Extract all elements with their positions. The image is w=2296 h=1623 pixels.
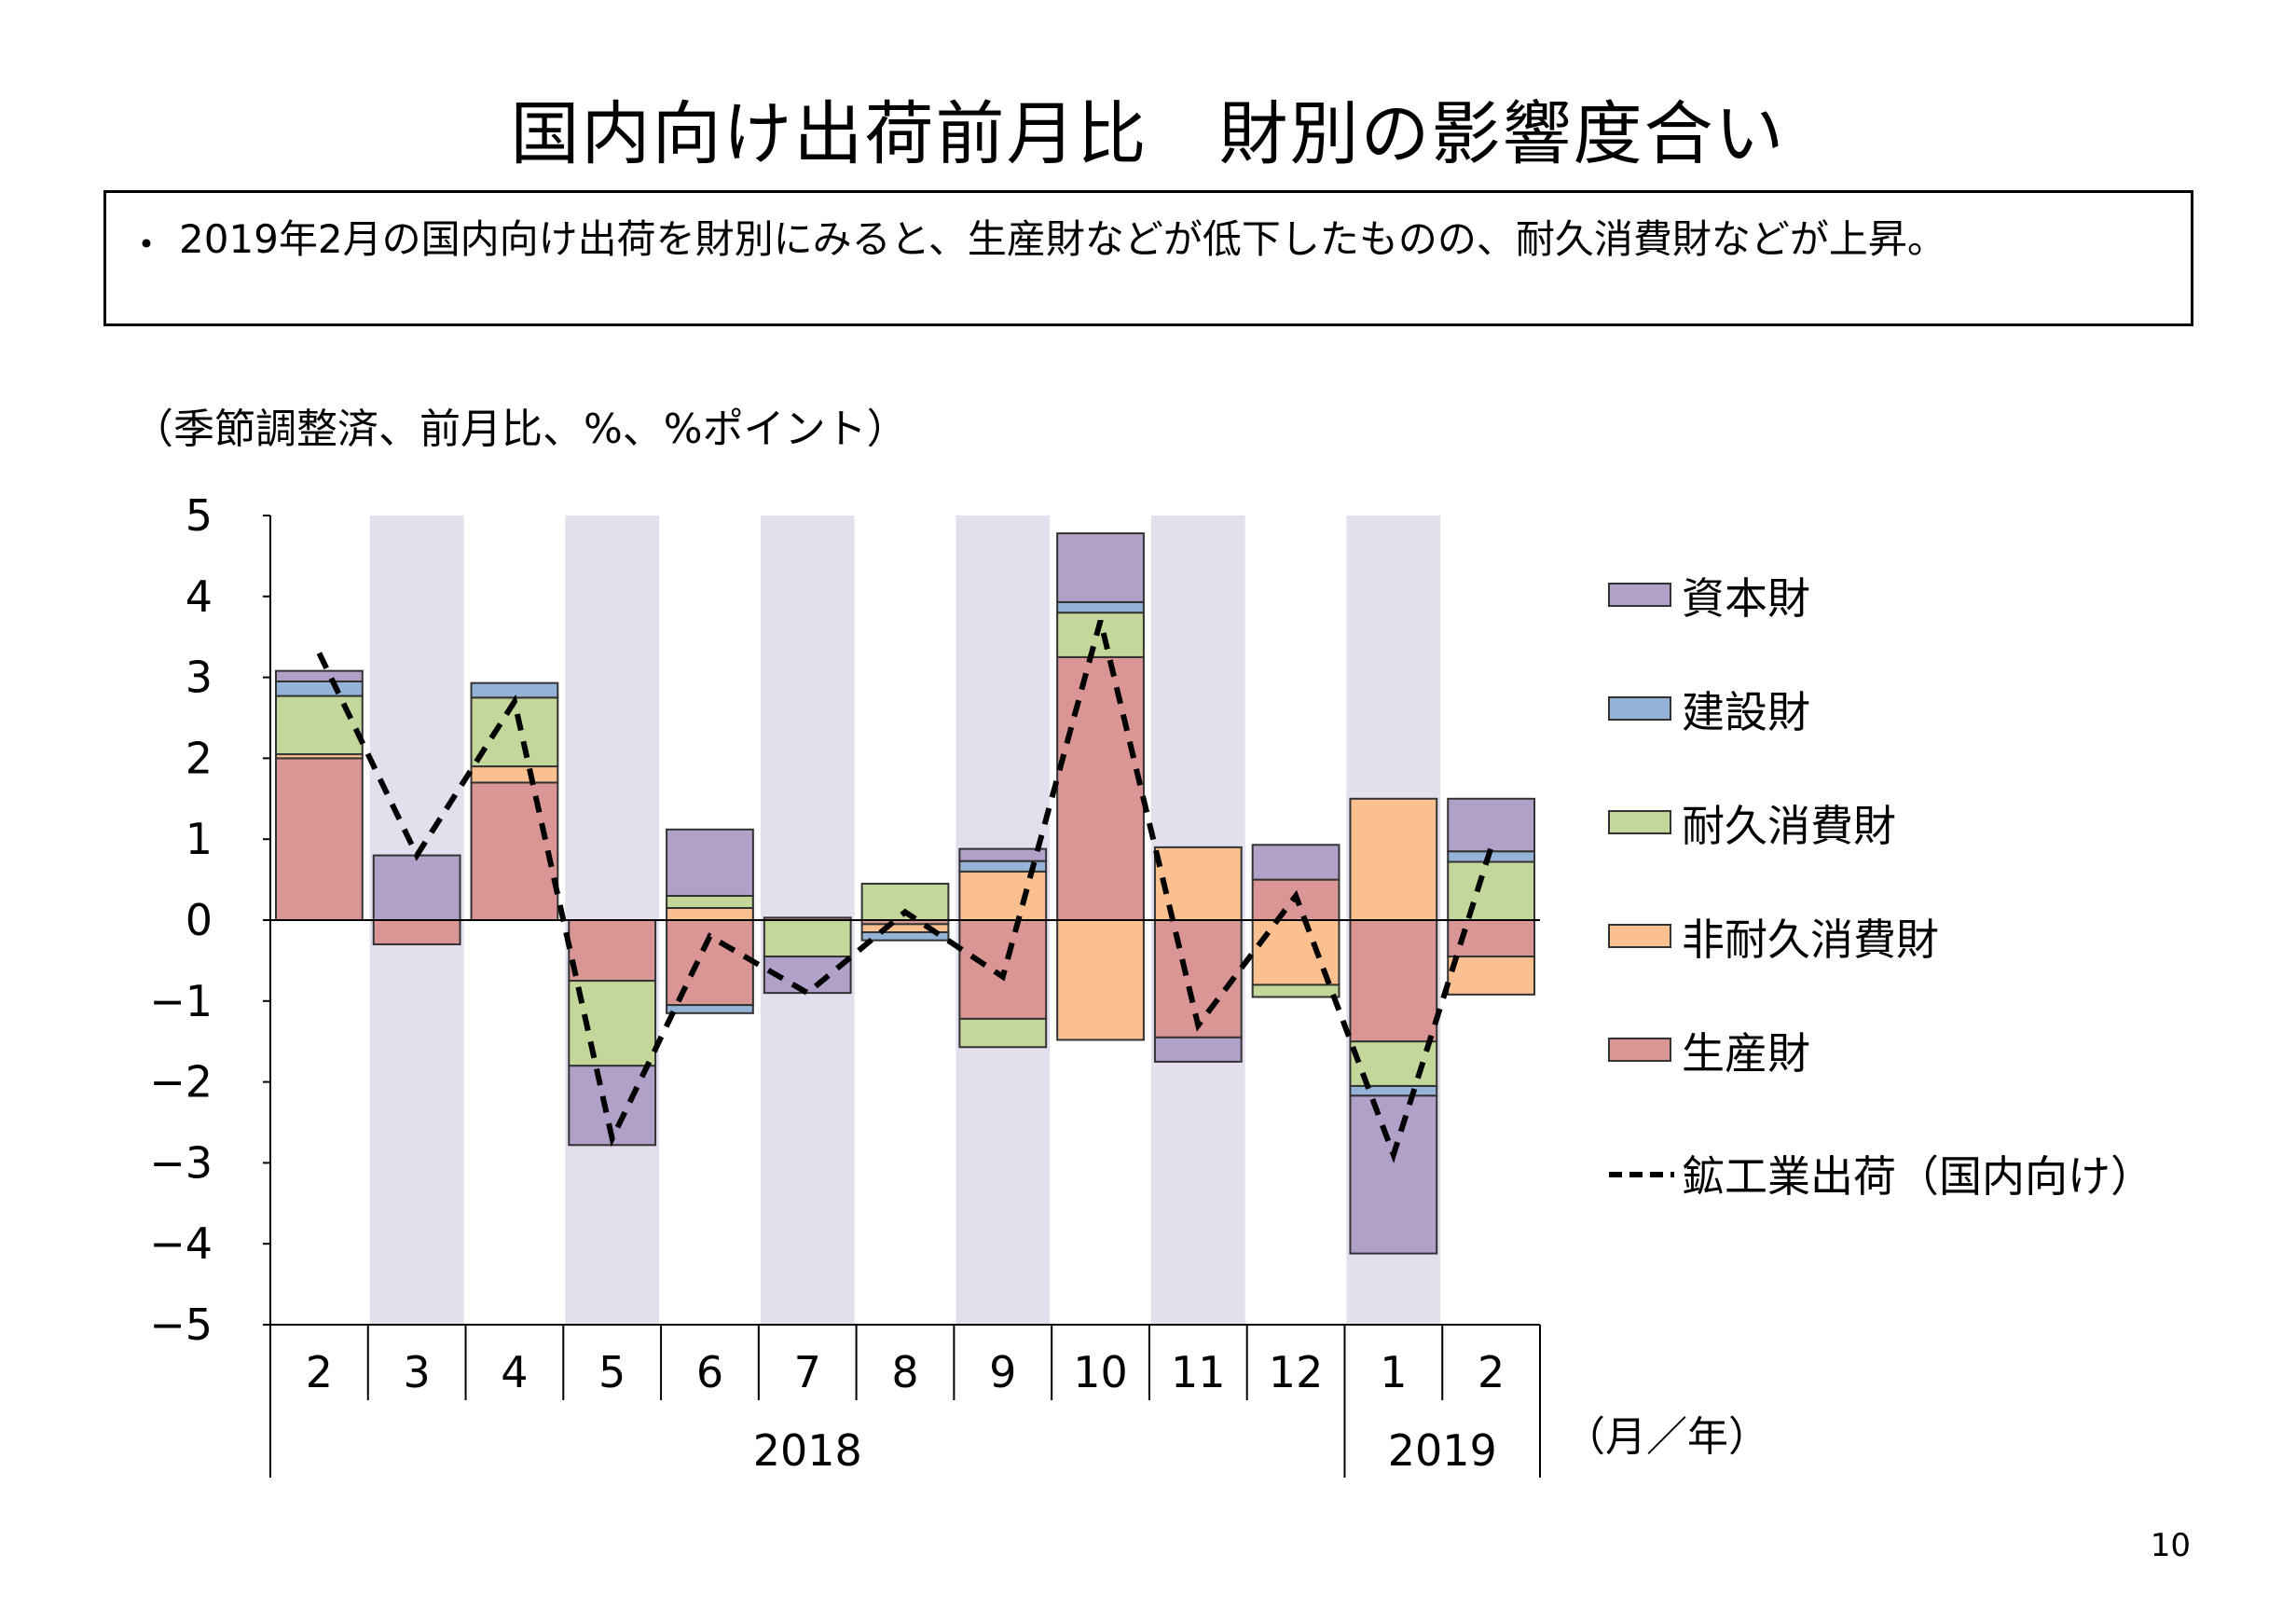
bar-segment xyxy=(275,680,364,697)
y-tick-label: 4 xyxy=(186,571,213,622)
x-tick-label: 6 xyxy=(696,1347,723,1397)
bar-segment xyxy=(958,847,1048,862)
page-title: 国内向け出荷前月比 財別の影響度合い xyxy=(510,94,1786,174)
bar-segment xyxy=(666,1004,754,1014)
y-tick-label: −1 xyxy=(149,976,213,1026)
x-tick-label: 8 xyxy=(891,1347,918,1397)
line-series-domestic-shipments xyxy=(316,620,1494,1163)
bar-segment xyxy=(1447,956,1535,996)
bar-segment xyxy=(275,669,364,682)
bar-segment xyxy=(1251,983,1340,998)
bar-segment xyxy=(1349,919,1438,1043)
page-number: 10 xyxy=(2150,1527,2191,1564)
x-year-label: 2019 xyxy=(1388,1425,1497,1476)
x-tick-label: 2 xyxy=(1478,1347,1505,1397)
summary-box: ・ 2019年2月の国内向け出荷を財別にみると、生産財などが低下したものの、耐久… xyxy=(103,190,2193,326)
y-tick-label: −3 xyxy=(149,1137,213,1188)
legend-swatch xyxy=(1608,810,1671,834)
bar-segment xyxy=(568,980,657,1067)
legend-label: 鉱工業出荷（国内向け） xyxy=(1682,1151,2153,1202)
bar-segment xyxy=(1056,600,1145,614)
x-tick-label: 2 xyxy=(306,1347,333,1397)
y-tick-label: 2 xyxy=(186,733,213,783)
legend-label: 耐久消費財 xyxy=(1682,801,1896,851)
bar-segment xyxy=(1251,844,1340,881)
x-tick-label: 11 xyxy=(1171,1347,1226,1397)
x-tick-label: 1 xyxy=(1380,1347,1407,1397)
legend-label: 非耐久消費財 xyxy=(1682,915,1939,965)
bar-segment xyxy=(275,757,364,922)
bar-segment xyxy=(1056,612,1145,658)
y-tick-label: 3 xyxy=(186,653,213,703)
bar-segment xyxy=(958,919,1048,1020)
legend-label: 生産財 xyxy=(1682,1028,1810,1079)
legend-swatch xyxy=(1608,1038,1671,1062)
summary-text: 2019年2月の国内向け出荷を財別にみると、生産財などが低下したものの、耐久消費… xyxy=(179,216,1946,262)
y-tick-label: −5 xyxy=(149,1300,213,1350)
bar-segment xyxy=(1056,655,1145,922)
bar-segment xyxy=(666,828,754,897)
x-tick-label: 3 xyxy=(404,1347,431,1397)
bar-segment xyxy=(1349,797,1438,921)
bullet-mark: ・ xyxy=(127,222,167,268)
legend-swatch xyxy=(1608,924,1671,948)
bar-segment xyxy=(470,765,559,784)
bar-segment xyxy=(275,695,364,756)
bar-segment xyxy=(666,894,754,909)
bar-segment xyxy=(958,870,1048,921)
bar-segment xyxy=(1056,919,1145,1041)
bar-segment xyxy=(1447,860,1535,922)
x-tick-label: 9 xyxy=(989,1347,1016,1397)
x-axis-unit-label: （月／年） xyxy=(1564,1413,1769,1461)
bar-segment xyxy=(470,781,559,921)
bar-segment xyxy=(1056,532,1145,603)
x-year-label: 2018 xyxy=(753,1425,862,1476)
bar-segment xyxy=(958,1017,1048,1049)
bar-segment xyxy=(666,919,754,1007)
y-tick-label: −4 xyxy=(149,1218,213,1269)
bar-segment xyxy=(470,681,559,699)
x-tick-label: 7 xyxy=(794,1347,821,1397)
y-tick-label: −2 xyxy=(149,1057,213,1107)
bar-segment xyxy=(372,854,461,921)
x-tick-label: 5 xyxy=(598,1347,626,1397)
x-tick-label: 12 xyxy=(1269,1347,1324,1397)
legend-swatch xyxy=(1608,696,1671,721)
bar-segment xyxy=(372,919,461,946)
legend-swatch xyxy=(1608,583,1671,607)
bar-segment xyxy=(470,696,559,768)
bar-segment xyxy=(568,919,657,983)
legend-label: 建設財 xyxy=(1682,687,1810,737)
bar-segment xyxy=(860,931,950,942)
x-tick-label: 10 xyxy=(1073,1347,1128,1397)
y-tick-label: 5 xyxy=(186,490,213,541)
bar-segment xyxy=(763,919,852,958)
bar-segment xyxy=(1349,1084,1438,1097)
bar-segment xyxy=(1447,797,1535,853)
bar-segment xyxy=(1349,1094,1438,1255)
unit-note: （季節調整済、前月比、%、%ポイント） xyxy=(132,406,908,453)
bar-segment xyxy=(666,906,754,921)
y-tick-label: 1 xyxy=(186,814,213,864)
y-tick-label: 0 xyxy=(186,895,213,945)
legend-label: 資本財 xyxy=(1682,573,1810,624)
x-tick-label: 4 xyxy=(501,1347,528,1397)
bar-segment xyxy=(1153,1036,1243,1063)
